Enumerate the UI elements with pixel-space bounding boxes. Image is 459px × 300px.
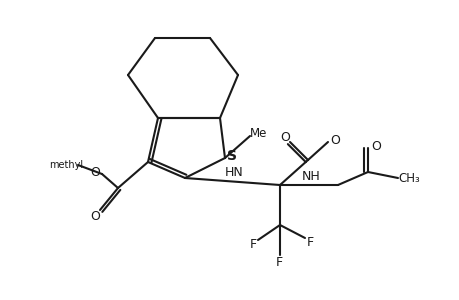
Text: NH: NH bbox=[301, 169, 319, 182]
Text: methyl: methyl bbox=[49, 160, 83, 170]
Text: CH₃: CH₃ bbox=[397, 172, 419, 185]
Text: O: O bbox=[370, 140, 380, 152]
Text: F: F bbox=[306, 236, 313, 250]
Text: O: O bbox=[330, 134, 339, 146]
Text: Me: Me bbox=[250, 127, 267, 140]
Text: S: S bbox=[226, 149, 236, 163]
Text: F: F bbox=[249, 238, 256, 251]
Text: O: O bbox=[280, 130, 289, 143]
Text: HN: HN bbox=[224, 166, 243, 178]
Text: O: O bbox=[90, 167, 100, 179]
Text: O: O bbox=[90, 209, 100, 223]
Text: F: F bbox=[275, 256, 282, 268]
